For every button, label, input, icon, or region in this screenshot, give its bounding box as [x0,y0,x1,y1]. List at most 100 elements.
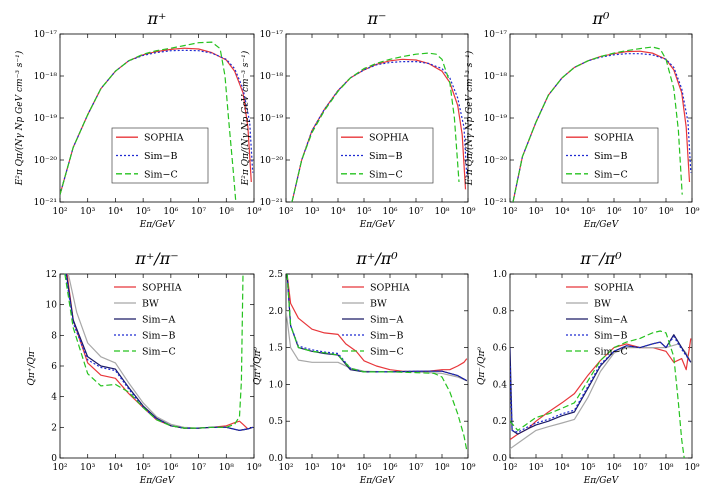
legend-label: SOPHIA [594,283,634,294]
series-group [512,46,692,202]
x-tick-label: 10² [278,207,293,217]
series-group [60,41,254,202]
legend-label: Sim−B [370,331,404,342]
y-tick-label: 12 [46,270,57,280]
x-tick-label: 10⁴ [554,463,569,473]
legend-label: BW [370,299,387,310]
x-tick-label: 10² [502,207,517,217]
y-tick-label: 10⁻²⁰ [260,156,284,166]
x-tick-label: 10⁹ [246,207,261,217]
legend-label: Sim−C [370,347,404,358]
x-tick-label: 10³ [80,463,95,473]
legend-label: Sim−A [594,315,628,326]
x-tick-label: 10² [52,207,67,217]
y-tick-label: 6 [51,362,57,372]
x-tick-label: 10⁶ [382,463,397,473]
x-axis-label: Eπ/GeV [359,220,396,230]
y-tick-label: 10⁻²⁰ [484,156,508,166]
x-tick-label: 10³ [80,207,95,217]
x-tick-label: 10⁸ [658,207,673,217]
legend-label: Sim−A [370,315,404,326]
y-axis-label: E²π Qπ/(Nγ Np GeV cm⁻³ s⁻¹) [464,50,475,186]
x-tick-label: 10⁸ [658,463,673,473]
x-tick-label: 10³ [304,463,319,473]
plot-frame [285,273,469,459]
x-axis-label: Eπ/GeV [583,476,620,485]
chart-panel-2: π⁰ 10² 10³ 10⁴ 10⁵ 10⁶ 10⁷ 10⁸ 10⁹ 10⁻²¹ 10⁻²⁰ 10⁻¹… [464,9,700,230]
x-tick-label: 10⁹ [684,463,699,473]
y-tick-label: 10⁻²¹ [260,198,283,208]
y-tick-label: 2.0 [269,307,284,317]
series-line-sim−c [64,274,244,429]
x-tick-label: 10⁵ [136,463,151,473]
x-tick-label: 10⁶ [606,207,621,217]
chart-title: π⁻/π⁰ [579,249,622,268]
legend-label: Sim−B [594,331,628,342]
legend: SOPHIA Sim−B Sim−C [111,127,209,184]
legend-label: Sim−C [144,169,178,180]
series-line-sim−b [65,274,253,431]
x-tick-label: 10⁷ [632,207,647,217]
x-tick-label: 10⁵ [580,207,595,217]
y-tick-label: 8 [51,331,57,341]
x-axis-label: Eπ/GeV [583,220,620,230]
x-tick-label: 10⁴ [108,207,123,217]
y-tick-label: 2.5 [269,270,284,280]
legend-label: Sim−C [142,347,176,358]
chart-title: π⁰ [592,9,611,28]
y-tick-label: 10⁻¹⁹ [484,114,508,124]
legend: SOPHIA Sim−B Sim−C [336,127,434,184]
x-tick-label: 10⁹ [684,207,699,217]
y-axis-label: E²π Qπ/(Nγ Np GeV cm⁻³ s⁻¹) [14,50,25,186]
x-tick-label: 10⁹ [246,463,261,473]
x-tick-label: 10⁵ [356,463,371,473]
chart-panel-3: π⁺/π⁻ 10² 10³ 10⁴ 10⁵ 10⁶ 10⁷ 10⁸ 10⁹ 0 2 4 6 8 10 12 Eπ… [27,249,262,485]
series-line-sophia [510,338,692,441]
series-line-sophia [286,274,468,373]
y-tick-label: 4 [51,393,57,403]
series-line-sim−b [510,336,692,433]
y-tick-label: 10⁻¹⁸ [260,72,284,82]
legend-label: Sim−B [369,151,403,162]
legend: SOPHIA BW Sim−A Sim−B Sim−C [114,283,182,358]
legend-label: SOPHIA [594,133,634,144]
y-tick-label: 1.5 [269,344,284,354]
series-group [286,274,468,451]
series-line-sophia [291,58,467,202]
y-tick-label: 2 [51,423,57,433]
y-axis-label: Qπ⁻/Qπ⁰ [477,347,487,385]
y-tick-label: 10⁻¹⁷ [260,30,284,40]
chart-title: π⁻ [367,9,387,28]
y-axis-label: E²π Qπ/(Nγ Np GeV cm⁻³ s⁻¹) [240,50,251,186]
chart-panel-1: π⁻10² 10³ 10⁴ 10⁵ 10⁶ 10⁷ 10⁸ 10⁹10⁻²¹10⁻²⁰10⁻¹… [240,9,476,230]
x-tick-label: 10⁸ [434,463,449,473]
legend-label: Sim−B [142,331,176,342]
x-tick-label: 10⁸ [219,207,234,217]
y-tick-label: 1.0 [493,270,508,280]
legend-label: SOPHIA [369,133,409,144]
y-tick-label: 0.5 [269,417,284,427]
y-tick-label: 10⁻¹⁸ [484,72,508,82]
x-tick-label: 10⁷ [632,463,647,473]
x-tick-label: 10⁷ [408,207,423,217]
x-tick-label: 10⁵ [580,463,595,473]
series-line-sim−c [512,46,683,202]
y-tick-label: 10 [46,301,58,311]
x-tick-label: 10³ [528,463,543,473]
x-tick-label: 10⁶ [606,463,621,473]
legend-label: BW [594,299,611,310]
y-tick-label: 10⁻¹⁷ [484,30,508,40]
series-line-sim−b [512,53,692,202]
series-line-bw [510,343,692,450]
x-tick-label: 10⁶ [163,463,178,473]
y-tick-label: 0.2 [493,417,507,427]
chart-panel-4: π⁺/π⁰ 10² 10³ 10⁴ 10⁵ 10⁶ 10⁷ 10⁸ 10⁹ 0.0 0.5 1.0 1.… [253,249,476,485]
legend-label: Sim−B [594,151,628,162]
series-line-sim−c [286,274,468,451]
x-tick-label: 10² [502,463,517,473]
x-tick-label: 10⁴ [330,463,345,473]
legend-label: Sim−A [142,315,176,326]
x-tick-label: 10⁹ [460,463,475,473]
y-tick-label: 10⁻²¹ [484,198,507,208]
x-tick-label: 10² [278,463,293,473]
